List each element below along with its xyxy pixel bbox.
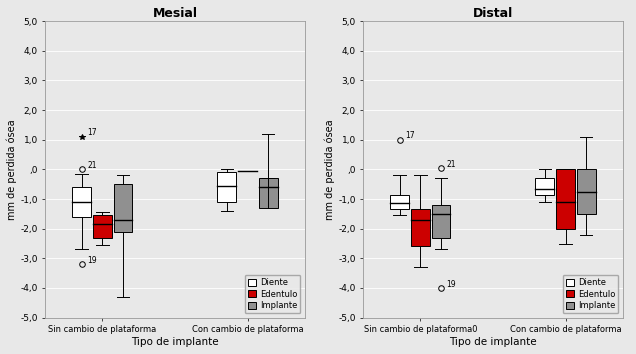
Bar [259, 178, 277, 208]
Bar [391, 195, 409, 210]
Title: Mesial: Mesial [153, 7, 197, 20]
Text: 17: 17 [87, 129, 97, 137]
Bar [432, 205, 450, 238]
Bar [536, 178, 554, 195]
Y-axis label: mm de perdida ósea: mm de perdida ósea [7, 119, 17, 220]
Bar [411, 210, 430, 246]
Text: 21: 21 [446, 160, 456, 169]
Bar [114, 184, 132, 232]
Legend: Diente, Edentulo, Implante: Diente, Edentulo, Implante [245, 275, 300, 314]
Bar [218, 172, 236, 202]
Y-axis label: mm de perdida ósea: mm de perdida ósea [325, 119, 335, 220]
Text: 19: 19 [87, 256, 97, 265]
Bar [73, 187, 91, 217]
Bar [577, 169, 595, 214]
Bar [556, 169, 575, 229]
Bar [93, 215, 112, 238]
Legend: Diente, Edentulo, Implante: Diente, Edentulo, Implante [563, 275, 618, 314]
X-axis label: Tipo de implante: Tipo de implante [449, 337, 537, 347]
Text: 21: 21 [87, 161, 97, 170]
Title: Distal: Distal [473, 7, 513, 20]
Text: 19: 19 [446, 280, 456, 289]
Text: 17: 17 [405, 131, 415, 140]
X-axis label: Tipo de implante: Tipo de implante [131, 337, 219, 347]
